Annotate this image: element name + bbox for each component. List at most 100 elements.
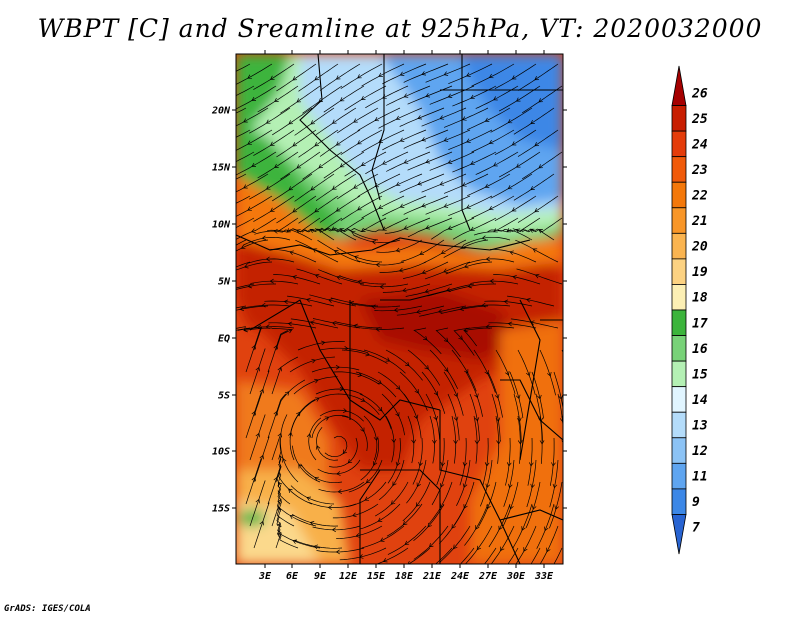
streamline	[505, 437, 511, 486]
streamline	[375, 481, 409, 517]
streamline	[302, 151, 343, 180]
streamline	[257, 151, 299, 179]
streamline-arrow	[525, 371, 531, 377]
streamline	[488, 503, 511, 548]
streamline-arrow	[515, 228, 521, 233]
streamline	[464, 503, 489, 546]
streamline	[435, 547, 453, 564]
streamline	[549, 437, 555, 486]
streamline-arrow	[390, 500, 396, 505]
streamline-arrow	[463, 327, 468, 333]
streamline-arrow	[429, 543, 434, 548]
streamline	[361, 129, 405, 153]
streamline-arrow	[419, 250, 425, 256]
colorbar-swatch	[671, 360, 687, 388]
streamline	[531, 371, 544, 419]
streamline-arrow	[447, 93, 453, 98]
streamline-arrow	[365, 478, 371, 484]
streamline	[487, 371, 503, 418]
streamline	[448, 283, 496, 292]
streamline-arrow	[375, 326, 380, 332]
streamline	[236, 283, 255, 289]
streamline-arrow	[551, 462, 556, 467]
streamline	[267, 393, 286, 439]
streamline	[375, 547, 409, 564]
streamline	[276, 129, 317, 158]
streamline-arrow	[288, 431, 293, 437]
streamline	[522, 85, 563, 114]
colorbar-label: 7	[692, 521, 700, 536]
streamline	[293, 376, 338, 395]
colorbar-label: 23	[691, 163, 708, 178]
streamline	[378, 459, 405, 501]
streamline	[495, 415, 500, 464]
colorbar-swatch	[671, 386, 687, 413]
streamline-arrow	[530, 483, 535, 489]
streamline	[298, 195, 339, 224]
streamline	[494, 195, 537, 222]
streamline-arrow	[443, 137, 449, 142]
colorbar-swatch	[671, 156, 687, 183]
streamline-arrow	[443, 268, 448, 273]
streamline-arrow	[466, 138, 471, 143]
streamline-arrow	[484, 370, 489, 375]
streamline-arrow	[339, 163, 345, 168]
streamline	[340, 63, 383, 89]
streamline-arrow	[424, 365, 429, 370]
streamline	[292, 228, 335, 241]
streamline-arrow	[403, 93, 409, 98]
streamline-arrow	[392, 481, 397, 487]
streamline-arrow	[315, 445, 321, 450]
lon-tick-label: 15E	[367, 571, 386, 582]
streamline-arrow	[505, 370, 510, 376]
streamline	[290, 485, 335, 505]
colorbar-label: 22	[691, 189, 708, 204]
streamline-arrow	[310, 120, 316, 125]
streamline	[425, 129, 471, 149]
streamline	[268, 322, 317, 329]
streamline	[291, 513, 339, 527]
streamline-arrow	[538, 98, 543, 103]
streamline-arrow	[353, 323, 358, 329]
colorbar-label: 12	[692, 444, 708, 459]
streamline	[421, 107, 467, 127]
streamline-arrow	[484, 462, 490, 467]
streamline	[429, 85, 475, 105]
streamline-arrow	[227, 288, 231, 292]
streamline	[553, 547, 563, 564]
streamline	[407, 349, 441, 386]
streamline-arrow	[494, 394, 500, 399]
country-borders	[236, 54, 563, 564]
streamline	[413, 525, 449, 560]
streamline	[517, 349, 536, 395]
streamline	[276, 63, 317, 92]
streamline-arrow	[474, 417, 480, 422]
streamline	[491, 393, 501, 442]
streamline	[334, 321, 383, 329]
streamline-arrow	[479, 566, 483, 570]
streamline	[245, 326, 262, 373]
streamline-arrow	[255, 366, 261, 372]
streamline	[530, 547, 541, 564]
streamline-arrow	[357, 140, 362, 145]
streamline-arrow	[493, 228, 498, 233]
streamline	[443, 239, 489, 258]
streamline-arrow	[463, 263, 469, 269]
streamline	[236, 305, 269, 311]
streamline	[493, 274, 541, 285]
streamline-arrow	[371, 239, 377, 245]
streamline-arrow	[382, 160, 387, 165]
streamline	[440, 305, 489, 314]
streamline-arrow	[528, 462, 534, 467]
streamline-arrow	[385, 357, 391, 362]
streamline	[267, 330, 288, 373]
streamline-arrow	[537, 394, 542, 400]
streamline	[250, 280, 299, 285]
streamline-arrow	[352, 512, 357, 518]
streamline-arrow	[464, 369, 469, 374]
streamline	[312, 525, 361, 531]
streamline	[297, 393, 339, 417]
streamline-arrow	[314, 378, 319, 384]
streamline-arrow	[456, 565, 460, 569]
lon-tick-label: 3E	[258, 571, 272, 582]
